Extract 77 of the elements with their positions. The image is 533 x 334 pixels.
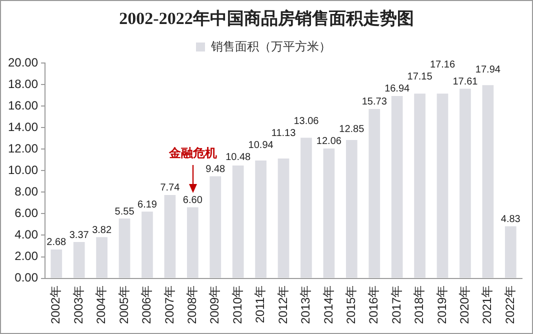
- bar: [414, 94, 426, 278]
- data-label: 16.94: [384, 84, 410, 95]
- data-label: 6.60: [182, 195, 203, 206]
- x-tick-label: 2012年: [276, 285, 290, 324]
- y-tick-label: 4.00: [14, 228, 38, 242]
- bar: [460, 88, 471, 278]
- data-label: 13.06: [294, 116, 320, 127]
- x-tick-label: 2005年: [116, 285, 131, 324]
- legend-label: 销售面积（万平方米）: [210, 39, 331, 54]
- data-label: 9.48: [206, 164, 226, 175]
- bar: [164, 194, 176, 278]
- bar: [73, 242, 85, 278]
- x-tick-label: 2021年: [480, 285, 494, 324]
- bar: [323, 148, 335, 278]
- data-label: 12.06: [316, 136, 342, 148]
- bar: [504, 226, 516, 278]
- data-label: 3.82: [92, 224, 112, 236]
- bar: [436, 94, 448, 278]
- y-tick-label: 6.00: [14, 206, 38, 220]
- y-tick-label: 20.00: [8, 55, 38, 70]
- data-label: 10.48: [226, 152, 252, 163]
- bar: [255, 160, 266, 278]
- data-label: 17.16: [430, 60, 456, 71]
- data-label: 6.19: [138, 199, 158, 210]
- x-tick-label: 2018年: [412, 285, 426, 324]
- x-tick-label: 2020年: [458, 285, 472, 324]
- bar: [391, 96, 403, 278]
- bar: [118, 218, 130, 278]
- y-tick-label: 16.00: [8, 98, 38, 112]
- bar: [50, 249, 62, 278]
- bar: [210, 176, 222, 278]
- bar: [346, 140, 358, 278]
- data-label: 3.37: [69, 230, 90, 241]
- data-label: 12.85: [339, 124, 365, 136]
- bar: [186, 207, 198, 278]
- bar: [142, 212, 153, 278]
- bar: [278, 158, 290, 278]
- y-tick-label: 14.00: [8, 120, 38, 134]
- y-tick-label: 12.00: [8, 141, 38, 156]
- x-tick-label: 2004年: [94, 285, 108, 324]
- x-tick-label: 2007年: [162, 285, 176, 324]
- x-tick-label: 2013年: [298, 285, 313, 324]
- bar: [96, 237, 108, 278]
- annotation: 金融危机: [169, 145, 217, 162]
- x-tick-label: 2008年: [184, 285, 199, 324]
- x-tick-label: 2003年: [71, 285, 86, 324]
- bar: [232, 165, 244, 278]
- x-tick-label: 2010年: [230, 285, 244, 324]
- data-label: 17.15: [407, 72, 433, 83]
- y-tick-label: 8.00: [14, 184, 38, 198]
- x-tick-label: 2002年: [48, 285, 63, 324]
- chart-title: 2002-2022年中国商品房销售面积走势图: [118, 8, 415, 30]
- bar: [482, 85, 494, 278]
- x-tick-label: 2016年: [366, 285, 381, 324]
- x-tick-label: 2011年: [253, 285, 268, 324]
- x-tick-label: 2022年: [502, 285, 517, 324]
- y-tick-label: 18.00: [8, 76, 38, 91]
- data-label: 5.55: [114, 206, 135, 218]
- bar: [368, 108, 380, 278]
- x-tick-label: 2014年: [321, 285, 336, 324]
- x-tick-label: 2017年: [389, 285, 404, 324]
- data-label: 10.94: [248, 140, 274, 151]
- data-label: 17.61: [452, 76, 478, 88]
- data-label: 15.73: [362, 96, 388, 108]
- x-tick-label: 2015年: [344, 285, 358, 324]
- data-label: 17.94: [475, 64, 501, 76]
- data-label: 4.83: [500, 214, 521, 226]
- y-tick-label: 2.00: [14, 249, 38, 264]
- data-label: 2.68: [46, 237, 67, 248]
- x-tick-label: 2019年: [434, 285, 449, 324]
- x-tick-label: 2006年: [140, 285, 154, 324]
- y-tick-label: 10.00: [8, 162, 38, 177]
- bar: [300, 138, 312, 278]
- data-label: 11.13: [271, 128, 296, 139]
- x-tick-label: 2009年: [208, 285, 222, 324]
- data-label: 7.74: [160, 182, 180, 194]
- y-tick-label: 0.00: [14, 270, 38, 285]
